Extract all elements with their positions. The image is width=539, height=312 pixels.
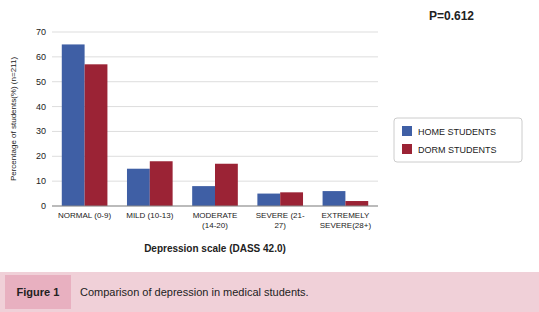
caption-background [0, 272, 539, 312]
figure-label: Figure 1 [17, 286, 60, 298]
grid-line [52, 206, 378, 207]
caption-label-box [5, 275, 71, 309]
x-tick-line: MILD (10-13) [126, 211, 173, 220]
grid [52, 32, 378, 206]
p-value: P=0.612 [429, 9, 474, 23]
y-axis: 0 10 20 30 40 50 60 70 [36, 27, 46, 211]
x-tick-label: EXTREMELYSEVERE(28+) [320, 211, 372, 230]
bar [62, 44, 85, 206]
bar [345, 201, 368, 206]
x-axis-line [52, 206, 378, 207]
bar [280, 192, 303, 206]
bar [192, 186, 215, 206]
legend-label: DORM STUDENTS [418, 145, 497, 155]
y-tick-label: 60 [36, 52, 46, 62]
x-tick-label: MODERATE(14-20) [193, 211, 238, 230]
legend: HOME STUDENTS DORM STUDENTS [394, 118, 522, 162]
y-tick-label: 20 [36, 151, 46, 161]
y-tick-label: 40 [36, 102, 46, 112]
bar [150, 161, 173, 206]
legend-frame [394, 118, 522, 162]
figure-caption: Comparison of depression in medical stud… [80, 286, 309, 298]
y-tick-label: 0 [41, 201, 46, 211]
x-tick-line: 27) [274, 221, 286, 230]
bars [62, 44, 368, 206]
chart-container: 0 10 20 30 40 50 60 70 NORMAL (0-9) MILD (10-13) M… [0, 0, 539, 312]
y-tick-label: 50 [36, 77, 46, 87]
grid-line [52, 32, 378, 33]
bar [215, 164, 238, 206]
x-axis-label: Depression scale (DASS 42.0) [144, 243, 286, 254]
y-tick-label: 10 [36, 176, 46, 186]
bar [323, 191, 346, 206]
bar [257, 194, 280, 206]
x-tick-line: SEVERE(28+) [320, 221, 372, 230]
caption: Figure 1 Comparison of depression in medi… [0, 272, 539, 312]
y-tick-label: 70 [36, 27, 46, 37]
legend-label: HOME STUDENTS [418, 127, 496, 137]
x-tick-label: NORMAL (0-9) [58, 211, 111, 220]
bar [85, 64, 108, 206]
legend-swatch [402, 126, 412, 136]
x-tick-line: NORMAL (0-9) [58, 211, 111, 220]
y-tick-label: 30 [36, 126, 46, 136]
bar [127, 169, 150, 206]
x-tick-line: (14-20) [202, 221, 228, 230]
y-axis-label: Percentage of students(%) (n=211) [9, 57, 18, 181]
x-tick-label: SEVERE (21-27) [256, 211, 305, 230]
x-tick-line: SEVERE (21- [256, 211, 305, 220]
grid-line [52, 56, 378, 57]
x-tick-line: MODERATE [193, 211, 238, 220]
chart-svg: 0 10 20 30 40 50 60 70 NORMAL (0-9) MILD (10-13) M… [0, 0, 539, 312]
x-tick-line: EXTREMELY [321, 211, 370, 220]
x-axis: NORMAL (0-9) MILD (10-13) MODERATE(14-20) S… [52, 206, 378, 230]
legend-swatch [402, 144, 412, 154]
x-tick-label: MILD (10-13) [126, 211, 173, 220]
